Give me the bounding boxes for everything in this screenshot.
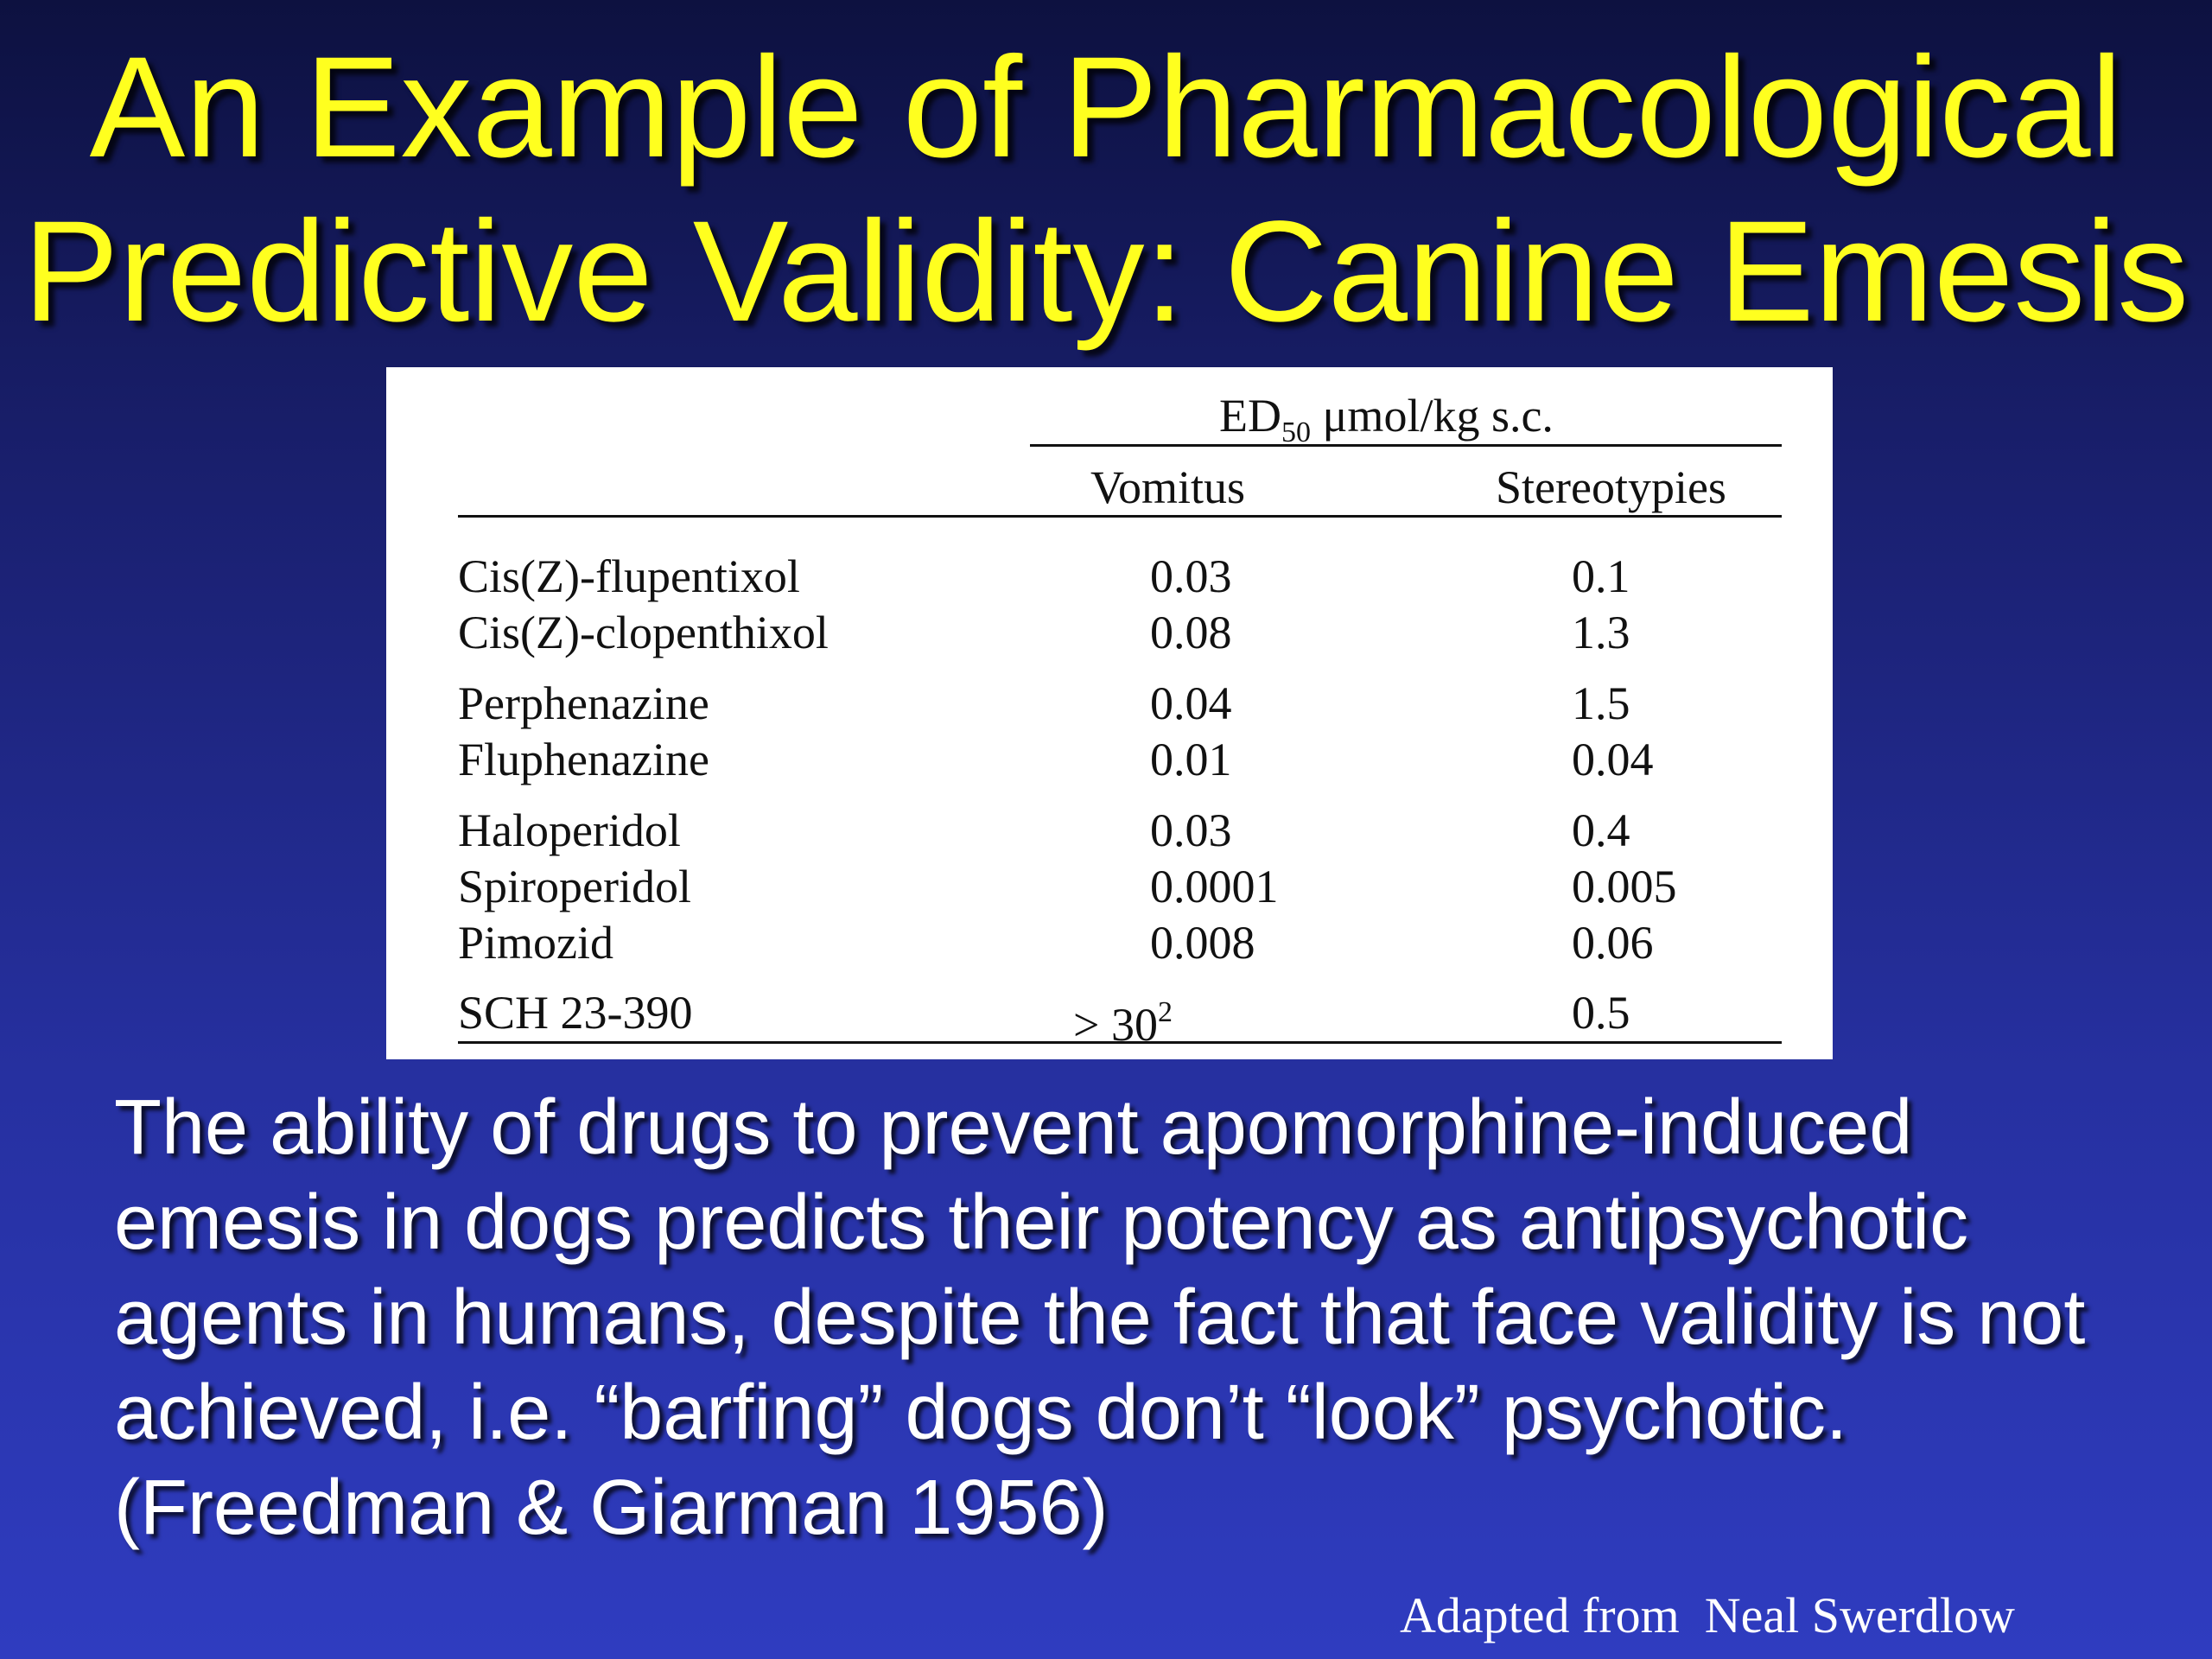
table-row-vomitus: 0.0001 xyxy=(1150,861,1279,912)
column-header-rule xyxy=(458,515,1782,518)
table-row-vomitus: 0.03 xyxy=(1150,550,1232,602)
table-row-drug: Cis(Z)-clopenthixol xyxy=(458,607,829,658)
body-line-1: The ability of drugs to prevent apomorph… xyxy=(114,1084,1913,1171)
table-row-stereotypies: 0.005 xyxy=(1572,861,1677,912)
table-row-drug: Pimozid xyxy=(458,917,614,969)
attribution-credit: Adapted from Neal Swerdlow xyxy=(1400,1587,2015,1643)
group-header-subscript: 50 xyxy=(1281,416,1311,448)
table-row-stereotypies: 1.3 xyxy=(1572,607,1630,658)
group-header-rule xyxy=(1030,444,1782,447)
table-row-vomitus: 0.08 xyxy=(1150,607,1232,658)
table-row-stereotypies: 0.04 xyxy=(1572,734,1654,785)
footnote-marker: 2 xyxy=(1157,996,1173,1028)
table-row-drug: Haloperidol xyxy=(458,804,681,856)
body-line-2: emesis in dogs predicts their potency as… xyxy=(114,1179,1969,1266)
table-row-drug: Perphenazine xyxy=(458,677,709,729)
table-row-vomitus: 0.01 xyxy=(1150,734,1232,785)
title-line-1: An Example of Pharmacological xyxy=(89,28,2123,188)
table-row-drug: Fluphenazine xyxy=(458,734,709,785)
body-paragraph: The ability of drugs to prevent apomorph… xyxy=(114,1080,2188,1555)
table-row-stereotypies: 0.1 xyxy=(1572,550,1630,602)
slide-title: An Example of Pharmacological Predictive… xyxy=(0,26,2212,354)
body-line-4: achieved, i.e. “barfing” dogs don’t “loo… xyxy=(114,1370,1848,1456)
table-row-stereotypies: 1.5 xyxy=(1572,677,1630,729)
table-row-drug: Spiroperidol xyxy=(458,861,691,912)
table-row-vomitus: 0.008 xyxy=(1150,917,1255,969)
table-row-drug: SCH 23-390 xyxy=(458,987,693,1039)
table-row-drug: Cis(Z)-flupentixol xyxy=(458,550,800,602)
group-header-prefix: ED xyxy=(1219,390,1281,442)
body-line-3: agents in humans, despite the fact that … xyxy=(114,1274,2086,1361)
data-table: ED50 μmol/kg s.c. Vomitus Stereotypies C… xyxy=(386,367,1833,1059)
table-row-vomitus: 0.03 xyxy=(1150,804,1232,856)
table-row-stereotypies: 0.06 xyxy=(1572,917,1654,969)
table-group-header: ED50 μmol/kg s.c. xyxy=(1219,390,1554,459)
table-row-stereotypies: 0.5 xyxy=(1572,987,1630,1039)
body-line-5: (Freedman & Giarman 1956) xyxy=(114,1465,1109,1551)
title-line-2: Predictive Validity: Canine Emesis xyxy=(22,192,2190,352)
table-row-vomitus: 0.04 xyxy=(1150,677,1232,729)
table-bottom-rule xyxy=(458,1041,1782,1044)
group-header-suffix: μmol/kg s.c. xyxy=(1310,390,1554,442)
column-header-vomitus: Vomitus xyxy=(1090,461,1246,513)
column-header-stereotypies: Stereotypies xyxy=(1496,461,1726,513)
table-row-stereotypies: 0.4 xyxy=(1572,804,1630,856)
